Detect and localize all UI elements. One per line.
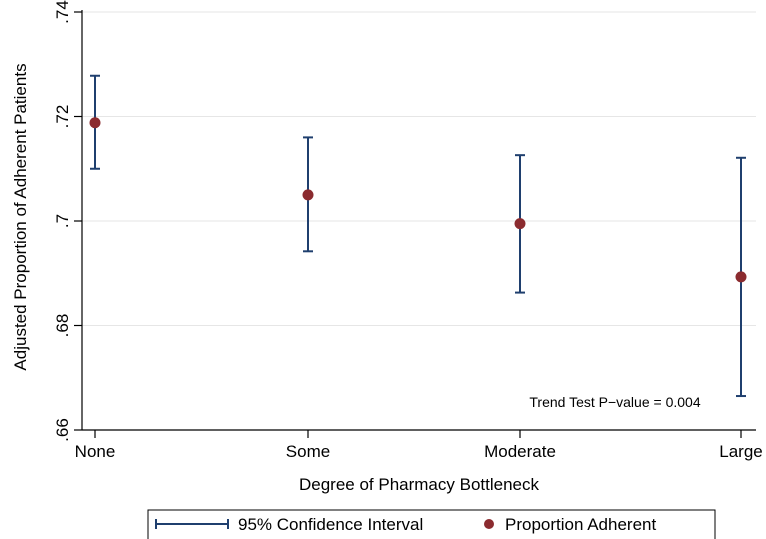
confidence-intervals <box>90 74 746 398</box>
x-tick-label: Moderate <box>484 442 556 461</box>
legend-point-label: Proportion Adherent <box>505 515 656 534</box>
x-tick-label: None <box>75 442 116 461</box>
data-points <box>89 117 747 283</box>
legend-point-symbol <box>484 519 494 529</box>
data-point <box>735 271 747 283</box>
y-tick-label: .74 <box>53 0 72 24</box>
annotation-trend-test: Trend Test P−value = 0.004 <box>529 394 700 410</box>
legend-ci-label: 95% Confidence Interval <box>238 515 423 534</box>
x-axis-title: Degree of Pharmacy Bottleneck <box>299 475 540 494</box>
legend: 95% Confidence Interval Proportion Adher… <box>147 509 716 539</box>
data-point <box>514 218 526 230</box>
y-tick-label: .68 <box>53 314 72 338</box>
x-ticks: None Some Moderate Large <box>75 430 763 461</box>
y-axis-title: Adjusted Proportion of Adherent Patients <box>11 63 30 370</box>
gridlines <box>82 11 756 431</box>
axes <box>81 10 756 431</box>
y-tick-label: .66 <box>53 418 72 442</box>
x-tick-label: Large <box>719 442 762 461</box>
legend-ci-symbol <box>155 519 229 529</box>
legend-box <box>147 509 716 539</box>
y-tick-label: .7 <box>53 214 72 228</box>
data-point <box>302 189 314 201</box>
y-ticks: .66 .68 .7 .72 .74 <box>53 0 82 442</box>
x-tick-label: Some <box>286 442 330 461</box>
data-point <box>89 117 101 129</box>
y-tick-label: .72 <box>53 105 72 129</box>
